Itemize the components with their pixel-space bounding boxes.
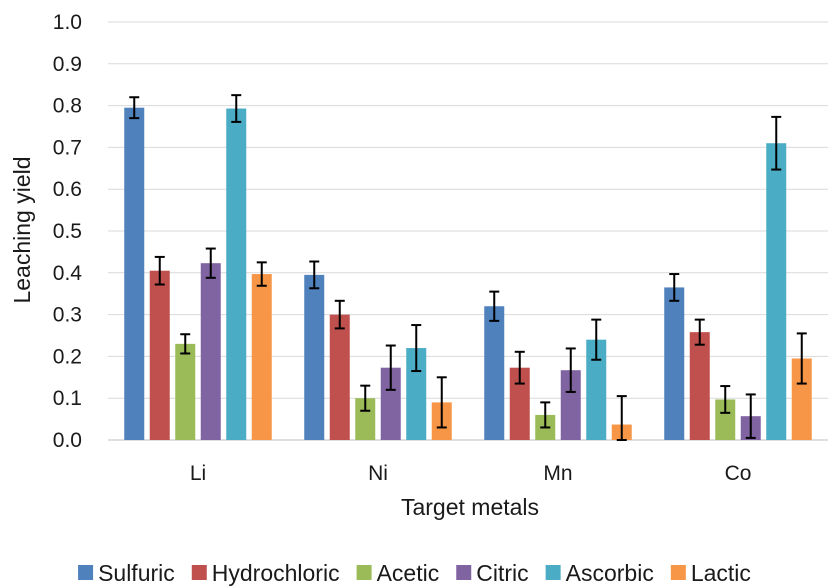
bars bbox=[124, 107, 812, 440]
y-tick-label: 1.0 bbox=[53, 11, 82, 34]
legend-label-acetic: Acetic bbox=[377, 560, 440, 586]
x-tick-label: Co bbox=[725, 462, 752, 485]
legend-label-hydrochloric: Hydrochloric bbox=[212, 560, 340, 586]
y-tick-label: 0.2 bbox=[53, 345, 82, 368]
bar-co-hydrochloric bbox=[689, 332, 710, 440]
legend-label-citric: Citric bbox=[476, 560, 528, 586]
x-tick-labels: Li Ni Mn Co bbox=[190, 462, 752, 485]
bar-li-citric bbox=[200, 263, 221, 440]
x-tick-label: Mn bbox=[543, 462, 572, 485]
y-tick-label: 0.4 bbox=[53, 262, 83, 285]
y-tick-label: 0.3 bbox=[53, 304, 82, 327]
y-tick-label: 0.5 bbox=[53, 220, 82, 243]
error-bars bbox=[129, 94, 807, 441]
y-tick-label: 0.0 bbox=[53, 429, 82, 452]
x-axis-title: Target metals bbox=[401, 494, 539, 520]
y-axis-title: Leaching yield bbox=[9, 156, 35, 303]
legend-swatch-lactic bbox=[670, 565, 686, 580]
legend-label-lactic: Lactic bbox=[691, 560, 751, 586]
bar-co-acetic bbox=[715, 399, 736, 440]
bar-ni-citric bbox=[380, 367, 401, 440]
y-tick-label: 0.6 bbox=[53, 178, 82, 201]
legend-swatch-hydrochloric bbox=[191, 565, 207, 580]
bar-co-ascorbic bbox=[766, 143, 787, 440]
bar-li-ascorbic bbox=[226, 108, 247, 440]
bar-mn-ascorbic bbox=[586, 339, 607, 440]
legend-label-sulfuric: Sulfuric bbox=[98, 560, 175, 586]
bar-li-acetic bbox=[175, 343, 196, 440]
x-tick-label: Ni bbox=[368, 462, 388, 485]
bar-li-lactic bbox=[251, 274, 272, 440]
y-tick-label: 0.1 bbox=[53, 387, 82, 410]
bar-li-sulfuric bbox=[124, 107, 145, 440]
bar-co-sulfuric bbox=[664, 287, 685, 440]
legend-swatch-citric bbox=[456, 565, 472, 580]
legend-swatch-acetic bbox=[356, 565, 372, 580]
legend-swatch-sulfuric bbox=[78, 565, 94, 580]
legend: Sulfuric Hydrochloric Acetic Citric Ascorbic… bbox=[78, 560, 751, 586]
legend-label-ascorbic: Ascorbic bbox=[566, 560, 654, 586]
x-tick-label: Li bbox=[190, 462, 206, 485]
bar-co-lactic bbox=[791, 358, 812, 440]
bar-mn-hydrochloric bbox=[509, 367, 530, 440]
bar-mn-citric bbox=[560, 370, 581, 440]
bar-ni-acetic bbox=[355, 398, 376, 440]
y-tick-label: 0.7 bbox=[53, 136, 82, 159]
y-tick-label: 0.8 bbox=[53, 95, 82, 118]
y-tick-label: 0.9 bbox=[53, 53, 82, 76]
y-tick-labels: 0.0 0.1 0.2 0.3 0.4 0.5 0.6 0.7 0.8 0.9 1.0 bbox=[53, 11, 83, 452]
bar-ni-sulfuric bbox=[304, 274, 325, 440]
bar-ni-hydrochloric bbox=[329, 314, 350, 440]
bar-mn-sulfuric bbox=[484, 306, 505, 440]
bar-li-hydrochloric bbox=[149, 270, 170, 440]
legend-swatch-ascorbic bbox=[545, 565, 561, 580]
